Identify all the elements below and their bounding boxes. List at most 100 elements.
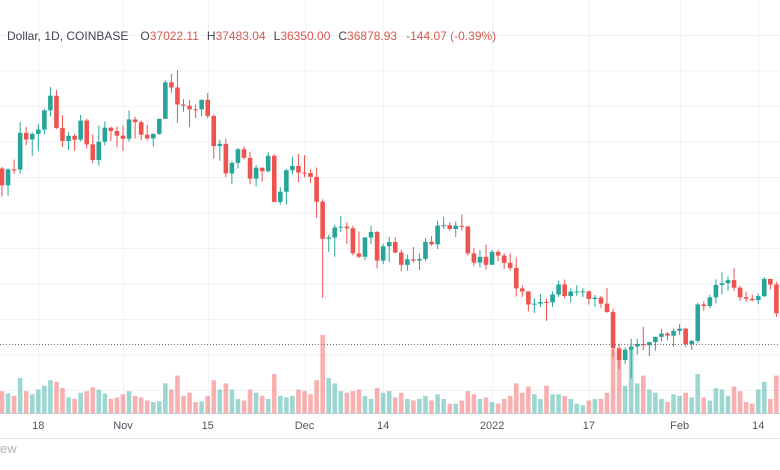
- candle-body: [138, 122, 144, 135]
- volume-bar: [308, 394, 313, 413]
- candle-body: [362, 237, 368, 257]
- volume-bar: [659, 398, 664, 413]
- volume-bar: [653, 392, 658, 413]
- candle-body: [532, 303, 537, 305]
- volume-bar: [405, 398, 410, 413]
- volume-bar: [622, 385, 628, 413]
- tradingview-watermark: ew: [0, 441, 17, 456]
- volume-bar: [356, 389, 362, 413]
- candle-body: [271, 155, 277, 202]
- volume-bar: [768, 398, 773, 413]
- volume-bar: [556, 394, 561, 413]
- candle-body: [332, 227, 338, 238]
- candle-body: [344, 226, 350, 229]
- candle-body: [296, 165, 301, 173]
- candle-body: [284, 170, 289, 192]
- candle-body: [683, 328, 688, 345]
- time-tick-label: 14: [752, 420, 764, 432]
- candle-body: [302, 172, 307, 174]
- volume-bar: [592, 398, 598, 413]
- volume-bar: [604, 392, 610, 413]
- candle-body: [241, 149, 247, 158]
- candle-body: [54, 95, 59, 129]
- volume-bar: [259, 395, 265, 413]
- volume-bar: [314, 380, 319, 413]
- candle-body: [278, 191, 283, 202]
- volume-bar: [23, 391, 29, 413]
- candle-body: [350, 228, 356, 254]
- volume-bar: [36, 389, 41, 413]
- candle-body: [774, 284, 779, 314]
- high-label: H: [206, 29, 216, 43]
- candle-body: [568, 291, 573, 296]
- candle-body: [459, 225, 465, 227]
- candle-body: [495, 251, 501, 256]
- volume-bar: [290, 395, 295, 413]
- candle-body: [60, 128, 65, 142]
- volume-bar: [386, 391, 392, 413]
- candle-body: [616, 348, 622, 360]
- volume-bar: [284, 397, 289, 413]
- candle-body: [689, 340, 694, 345]
- candle-body: [132, 119, 138, 123]
- candle-body: [11, 169, 17, 171]
- candle-body: [423, 241, 428, 259]
- volume-bar: [374, 388, 380, 413]
- candle-body: [526, 291, 531, 305]
- volume-bar: [743, 402, 749, 413]
- candle-body: [513, 268, 519, 289]
- candle-body: [290, 165, 295, 171]
- volume-bar: [175, 375, 180, 413]
- volume-bar: [241, 400, 247, 413]
- volume-bar: [60, 388, 65, 413]
- candle-body: [217, 143, 223, 147]
- volume-bar: [616, 358, 622, 413]
- time-tick-label: Nov: [113, 420, 133, 432]
- candle-body: [42, 110, 47, 130]
- candle-body: [550, 294, 555, 303]
- volume-bar: [235, 398, 241, 413]
- candle-body: [755, 296, 761, 301]
- candle-body: [0, 168, 5, 186]
- volume-bar: [54, 381, 59, 413]
- candle-body: [429, 241, 434, 245]
- candle-body: [417, 258, 422, 261]
- candle-body: [622, 349, 628, 360]
- time-axis[interactable]: [0, 414, 780, 438]
- volume-bar: [187, 392, 192, 413]
- volume-bar: [320, 335, 325, 413]
- open-label: O: [140, 29, 150, 43]
- candle-body: [405, 259, 410, 265]
- time-tick-label: Dec: [295, 420, 315, 432]
- candle-body: [175, 87, 180, 105]
- volume-bar: [302, 391, 307, 413]
- candle-body: [66, 135, 71, 142]
- volume-bar: [628, 346, 634, 413]
- candle-body: [719, 283, 725, 285]
- volume-bar: [11, 395, 17, 413]
- volume-bar: [5, 393, 11, 413]
- candle-body: [520, 288, 525, 292]
- candle-body: [562, 284, 567, 296]
- candle-body: [102, 127, 108, 142]
- volume-bar: [665, 402, 670, 413]
- volume-bar: [465, 391, 471, 413]
- candle-body: [465, 226, 471, 254]
- volume-bar: [513, 383, 519, 413]
- volume-bar: [435, 394, 440, 413]
- open-value: 37022.11: [149, 29, 199, 43]
- candle-body: [762, 278, 767, 297]
- candle-body: [120, 135, 126, 139]
- volume-bar: [447, 403, 452, 413]
- volume-bar: [150, 402, 156, 413]
- volume-bar: [719, 389, 725, 413]
- candle-body: [489, 251, 495, 265]
- volume-bar: [774, 375, 779, 413]
- volume-bar: [610, 349, 616, 413]
- candle-body: [647, 342, 652, 346]
- candle-body: [78, 120, 83, 140]
- symbol-title[interactable]: Dollar, 1D, COINBASE: [7, 29, 129, 43]
- volume-bar: [42, 385, 47, 413]
